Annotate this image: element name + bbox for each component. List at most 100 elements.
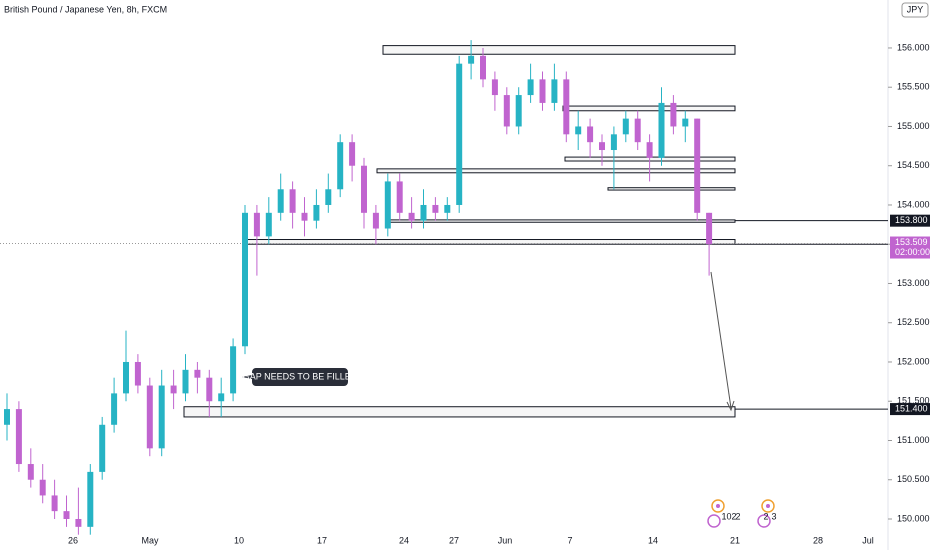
level-label-box bbox=[890, 403, 930, 416]
x-tick-label: 17 bbox=[317, 535, 327, 545]
level-label: 153.800 bbox=[895, 215, 928, 225]
candle-body bbox=[527, 79, 534, 96]
candle-body bbox=[99, 424, 106, 472]
candle-body bbox=[51, 495, 58, 512]
candle-body bbox=[539, 79, 546, 103]
y-tick-label: 154.000 bbox=[897, 199, 930, 209]
candle-body bbox=[158, 385, 165, 449]
candle-body bbox=[182, 369, 189, 394]
candle-body bbox=[313, 204, 320, 221]
x-tick-label: 7 bbox=[567, 535, 572, 545]
chart-title: British Pound / Japanese Yen, 8h, FXCM bbox=[4, 4, 167, 14]
candle-body bbox=[575, 126, 582, 135]
currency-box[interactable] bbox=[901, 2, 929, 18]
candle-body bbox=[218, 393, 225, 402]
candle-body bbox=[610, 134, 617, 151]
candle-body bbox=[587, 126, 594, 143]
candle-body bbox=[670, 102, 677, 127]
candle-body bbox=[301, 212, 308, 221]
candle-body bbox=[325, 189, 332, 205]
zone bbox=[382, 45, 736, 55]
candle-body bbox=[134, 361, 141, 386]
candle-body bbox=[384, 181, 391, 229]
countdown: 02:00:00 bbox=[895, 247, 930, 257]
arrow-head bbox=[726, 400, 735, 412]
candle-body bbox=[622, 118, 629, 135]
candle-body bbox=[75, 518, 82, 527]
candle-body bbox=[63, 511, 70, 519]
level-label-box bbox=[890, 214, 930, 227]
y-tick-label: 155.500 bbox=[897, 82, 930, 92]
last-price-label: 153.509 bbox=[895, 237, 928, 247]
y-tick-label: 151.500 bbox=[897, 396, 930, 406]
x-tick-label: 10 bbox=[234, 535, 244, 545]
candle-body bbox=[432, 204, 439, 213]
candle-body bbox=[194, 369, 201, 378]
candle-body bbox=[551, 79, 558, 103]
zone bbox=[376, 168, 736, 174]
level-label: 151.400 bbox=[895, 403, 928, 413]
candle-body bbox=[15, 409, 22, 465]
x-tick-label: 27 bbox=[449, 535, 459, 545]
arrow bbox=[710, 271, 732, 409]
zone bbox=[183, 406, 736, 418]
x-tick-label: 24 bbox=[399, 535, 409, 545]
zone bbox=[562, 105, 736, 112]
candle-body bbox=[420, 204, 427, 221]
currency: JPY bbox=[907, 4, 924, 14]
candle-body bbox=[563, 79, 570, 135]
annotation-bubble bbox=[242, 368, 348, 386]
zone bbox=[607, 187, 736, 191]
candle-body bbox=[372, 212, 379, 229]
event-dot bbox=[716, 504, 720, 508]
candle-body bbox=[4, 409, 10, 425]
x-tick-label: Jul bbox=[862, 535, 874, 545]
candle-body bbox=[694, 118, 701, 213]
candle-body bbox=[468, 55, 475, 64]
y-tick-label: 150.000 bbox=[897, 513, 930, 523]
zone bbox=[387, 219, 736, 223]
y-tick-label: 152.000 bbox=[897, 356, 930, 366]
candle-body bbox=[39, 479, 46, 496]
y-tick-label: 156.000 bbox=[897, 42, 930, 52]
candle-body bbox=[253, 212, 260, 237]
candle-body bbox=[170, 385, 177, 394]
candle-body bbox=[265, 212, 272, 237]
y-tick-label: 151.000 bbox=[897, 435, 930, 445]
event-count: 3 bbox=[771, 511, 776, 521]
y-tick-label: 155.000 bbox=[897, 121, 930, 131]
event-dot bbox=[766, 504, 770, 508]
candle-body bbox=[444, 204, 451, 213]
event-count: 2 bbox=[735, 511, 740, 521]
candle-body bbox=[408, 212, 415, 221]
candle-body bbox=[289, 189, 296, 213]
y-tick-label: 152.500 bbox=[897, 317, 930, 327]
candle-body bbox=[503, 95, 510, 127]
candle-body bbox=[242, 212, 248, 347]
x-tick-label: Jun bbox=[498, 535, 513, 545]
x-tick-label: 14 bbox=[648, 535, 658, 545]
event-icon bbox=[757, 514, 771, 528]
candle-body bbox=[349, 142, 356, 166]
candle-body bbox=[515, 95, 522, 127]
candle-body bbox=[27, 464, 34, 480]
candle-body bbox=[146, 385, 153, 449]
candle-body bbox=[111, 393, 118, 425]
candle-body bbox=[682, 118, 689, 127]
candle-body bbox=[646, 142, 653, 158]
x-tick-label: 21 bbox=[730, 535, 740, 545]
candle-body bbox=[456, 63, 463, 205]
candle-body bbox=[599, 142, 605, 151]
candle-body bbox=[277, 189, 284, 213]
candle-body bbox=[706, 212, 713, 245]
event-count: 2 bbox=[763, 511, 768, 521]
event-count: 102 bbox=[721, 511, 736, 521]
candle-body bbox=[361, 165, 367, 213]
candle-body bbox=[480, 55, 486, 80]
x-tick-label: 26 bbox=[68, 535, 78, 545]
y-tick-label: 150.500 bbox=[897, 474, 930, 484]
candle-body bbox=[658, 102, 665, 158]
x-tick-label: 28 bbox=[813, 535, 823, 545]
